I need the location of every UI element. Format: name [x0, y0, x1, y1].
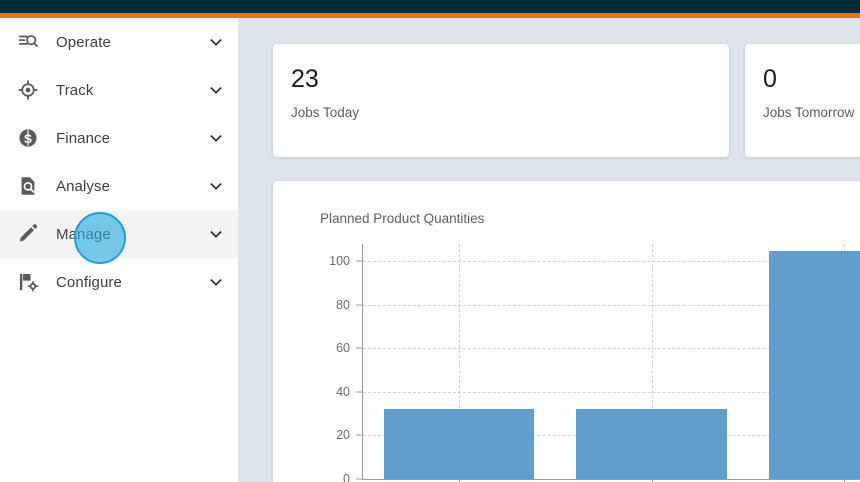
stat-card-jobs-today[interactable]: 23 Jobs Today [273, 44, 729, 157]
x-axis-tick-mark [459, 479, 461, 482]
bar[interactable] [576, 409, 727, 479]
sidebar-item-configure[interactable]: Configure [0, 258, 238, 306]
chevron-down-icon[interactable] [194, 226, 238, 242]
settings-flag-icon [0, 271, 56, 293]
gridline-vertical [459, 244, 461, 479]
y-axis-tick-label: 40 [336, 384, 350, 399]
stat-card-jobs-tomorrow[interactable]: 0 Jobs Tomorrow [745, 44, 860, 157]
gridline [363, 391, 860, 393]
sidebar-item-analyse[interactable]: Analyse [0, 162, 238, 210]
y-axis-tick-label: 100 [329, 254, 350, 269]
sidebar: Operate Track [0, 18, 239, 482]
sidebar-item-label: Track [56, 81, 94, 99]
accent-bar [0, 13, 860, 18]
stat-label: Jobs Today [291, 105, 360, 120]
stat-value: 23 [291, 65, 319, 93]
pencil-icon [0, 223, 56, 245]
chevron-down-icon[interactable] [194, 178, 238, 194]
sidebar-item-finance[interactable]: S Finance [0, 114, 238, 162]
y-axis-line [362, 244, 363, 479]
x-axis-tick-mark [843, 479, 845, 482]
y-axis: 0 20 40 60 80 100 [320, 244, 362, 482]
document-search-icon [0, 175, 56, 197]
sidebar-item-track[interactable]: Track [0, 66, 238, 114]
bar[interactable] [768, 250, 860, 479]
bar[interactable] [384, 409, 535, 479]
gridline [363, 304, 860, 306]
sidebar-item-label: Configure [56, 273, 122, 291]
y-axis-tick-mark [356, 478, 362, 480]
sidebar-item-label: Operate [56, 33, 111, 51]
chevron-down-icon[interactable] [194, 274, 238, 290]
gridline [363, 261, 860, 263]
bar-series [363, 244, 860, 479]
y-axis-tick-label: 60 [336, 341, 350, 356]
chevron-down-icon[interactable] [194, 82, 238, 98]
top-bar [0, 0, 860, 13]
y-axis-tick-mark [356, 391, 362, 393]
sidebar-item-label: Finance [56, 129, 111, 147]
y-axis-tick-label: 0 [343, 472, 350, 482]
x-axis-tick-mark [651, 479, 653, 482]
sidebar-item-label: Manage [56, 225, 111, 243]
sidebar-item-manage[interactable]: Manage [0, 210, 238, 258]
x-axis-line [362, 479, 860, 480]
y-axis-tick-label: 80 [336, 297, 350, 312]
gridline-vertical [651, 244, 653, 479]
gridline [363, 348, 860, 350]
sidebar-item-operate[interactable]: Operate [0, 18, 238, 66]
search-list-icon [0, 31, 56, 53]
stat-value: 0 [763, 65, 777, 93]
chevron-down-icon[interactable] [194, 34, 238, 50]
y-axis-tick-mark [356, 434, 362, 436]
y-axis-tick-mark [356, 304, 362, 306]
y-axis-tick-mark [356, 347, 362, 349]
crosshair-icon [0, 79, 56, 101]
y-axis-tick-label: 20 [336, 428, 350, 443]
y-axis-tick-mark [356, 260, 362, 262]
chart-title: Planned Product Quantities [320, 211, 485, 226]
stat-label: Jobs Tomorrow [763, 105, 855, 120]
sidebar-item-label: Analyse [56, 177, 111, 195]
dollar-circle-icon: S [0, 127, 56, 149]
main-content: 23 Jobs Today 0 Jobs Tomorrow Planned Pr… [239, 18, 860, 482]
chart-panel: Planned Product Quantities 0 20 40 60 80 100 … [273, 181, 860, 482]
chevron-down-icon[interactable] [194, 130, 238, 146]
stat-card-row: 23 Jobs Today 0 Jobs Tomorrow [273, 44, 860, 157]
